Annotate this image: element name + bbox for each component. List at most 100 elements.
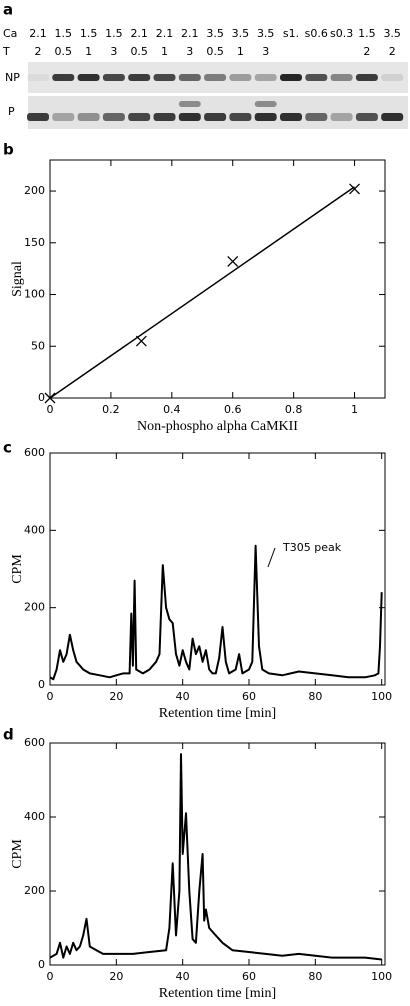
gel-band <box>280 113 302 121</box>
lane-t: 1 <box>237 45 244 58</box>
strip-label: NP <box>5 71 20 84</box>
gel-band <box>254 74 277 81</box>
gel-band <box>153 74 176 81</box>
annotation-leader <box>267 547 276 568</box>
lane-t: 3 <box>262 45 269 58</box>
x-axis-label: Retention time [min] <box>159 706 276 721</box>
lane-t: 3 <box>186 45 193 58</box>
lane-ca: 3.5 <box>257 27 275 40</box>
x-tick-label: 0 <box>47 403 54 416</box>
data-point <box>227 255 239 267</box>
gel-strip-p <box>28 96 408 129</box>
plot-frame <box>49 452 386 686</box>
lane-ca: 2.1 <box>130 27 148 40</box>
gel-band <box>178 74 201 81</box>
x-tick-label: 60 <box>242 970 256 983</box>
gel-band <box>52 74 75 81</box>
x-tick-label: 0.2 <box>102 403 120 416</box>
gel-band <box>178 101 201 107</box>
y-tick-label: 600 <box>24 736 45 749</box>
gel-band <box>254 101 277 107</box>
gel-band <box>27 113 49 121</box>
strip-label: P <box>8 105 15 118</box>
gel-band <box>229 113 252 121</box>
panel-label: b <box>3 141 14 159</box>
x-tick-label: 100 <box>371 970 392 983</box>
trace <box>49 544 383 681</box>
annotation: T305 peak <box>282 541 342 554</box>
gel-band <box>204 74 227 81</box>
lane-ca: 1.5 <box>55 27 73 40</box>
gel-band <box>77 113 100 121</box>
y-tick-label: 0 <box>38 391 45 404</box>
gel-band <box>102 74 125 81</box>
lane-ca: s0.3 <box>330 27 353 40</box>
x-tick-label: 40 <box>176 970 190 983</box>
plot-frame <box>49 159 386 399</box>
gel-band <box>381 74 404 81</box>
row-label: T <box>2 45 10 58</box>
lane-ca: 3.5 <box>206 27 224 40</box>
lane-t: 0.5 <box>206 45 224 58</box>
x-tick-label: 60 <box>242 690 256 703</box>
x-tick-label: 1 <box>351 403 358 416</box>
y-tick-label: 600 <box>24 446 45 459</box>
x-tick-label: 0.8 <box>285 403 303 416</box>
gel-band <box>204 113 227 121</box>
lane-ca: 2.1 <box>181 27 199 40</box>
y-tick-label: 400 <box>24 523 45 536</box>
lane-ca: 1.5 <box>105 27 123 40</box>
gel-band <box>305 74 328 81</box>
lane-ca: 3.5 <box>383 27 401 40</box>
x-tick-label: 0.6 <box>224 403 242 416</box>
data-point <box>349 183 361 195</box>
y-tick-label: 50 <box>31 339 45 352</box>
x-tick-label: 0.4 <box>163 403 181 416</box>
row-label: Ca <box>3 27 17 40</box>
gel-band <box>330 74 353 81</box>
lane-ca: 2.1 <box>29 27 47 40</box>
x-tick-label: 20 <box>109 970 123 983</box>
lane-t: 0.5 <box>55 45 73 58</box>
gel-band <box>52 113 75 121</box>
gel-band <box>153 113 176 121</box>
x-tick-label: 0 <box>47 970 54 983</box>
x-tick-label: 40 <box>176 690 190 703</box>
y-tick-label: 0 <box>38 958 45 971</box>
y-tick-label: 200 <box>24 884 45 897</box>
gel-band <box>330 113 353 121</box>
gel-band <box>355 113 378 121</box>
lane-t: 1 <box>161 45 168 58</box>
x-tick-label: 80 <box>308 690 322 703</box>
x-axis-label: Retention time [min] <box>159 986 276 1001</box>
y-tick-label: 200 <box>24 601 45 614</box>
gel-band <box>128 113 151 121</box>
x-tick-label: 100 <box>371 690 392 703</box>
gel-band <box>280 74 302 81</box>
x-tick-label: 80 <box>308 970 322 983</box>
y-tick-label: 100 <box>24 288 45 301</box>
fit-line <box>49 186 355 399</box>
lane-ca: 1.5 <box>358 27 376 40</box>
gel-band <box>77 74 100 81</box>
gel-band <box>381 113 404 121</box>
x-tick-label: 0 <box>47 690 54 703</box>
gel-band <box>229 74 252 81</box>
y-axis-label: CPM <box>10 839 25 869</box>
plot-frame <box>49 742 386 966</box>
lane-ca: 1.5 <box>80 27 98 40</box>
lane-ca: 2.1 <box>156 27 174 40</box>
y-tick-label: 400 <box>24 810 45 823</box>
lane-t: 2 <box>35 45 42 58</box>
lane-t: 2 <box>363 45 370 58</box>
gel-band <box>355 74 378 81</box>
gel-band <box>102 113 125 121</box>
gel-band <box>128 74 151 81</box>
lane-ca: 3.5 <box>232 27 250 40</box>
lane-t: 0.5 <box>130 45 148 58</box>
y-tick-label: 150 <box>24 236 45 249</box>
gel-band <box>254 113 277 121</box>
gel-band <box>27 74 49 81</box>
y-axis-label: Signal <box>10 261 25 297</box>
